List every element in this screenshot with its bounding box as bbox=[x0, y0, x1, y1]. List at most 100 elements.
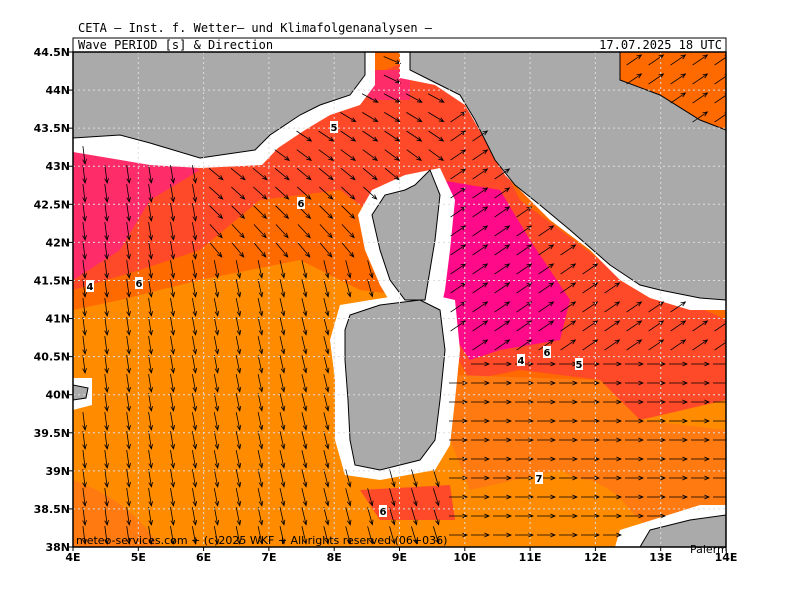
arrow bbox=[362, 130, 379, 142]
arrow bbox=[625, 456, 645, 462]
arrow bbox=[560, 339, 577, 351]
field-zone bbox=[73, 480, 160, 547]
arrow bbox=[192, 165, 198, 184]
arrow bbox=[384, 149, 401, 161]
arrow bbox=[670, 339, 687, 351]
arrow bbox=[471, 456, 491, 462]
contour-label-box bbox=[330, 121, 338, 133]
arrow bbox=[537, 437, 557, 443]
y-tick-label: 43N bbox=[45, 160, 70, 173]
contour-labels: 5 6 4 6 4 6 5 7 6 bbox=[86, 121, 583, 518]
arrow bbox=[253, 205, 268, 220]
arrow bbox=[450, 225, 467, 237]
arrow bbox=[301, 336, 308, 355]
arrow bbox=[209, 205, 224, 220]
arrow bbox=[493, 361, 513, 367]
contour-label-box bbox=[135, 277, 143, 289]
arrow bbox=[297, 186, 312, 200]
arrow bbox=[411, 507, 418, 526]
arrow bbox=[170, 450, 176, 469]
arrow bbox=[253, 186, 268, 200]
arrow bbox=[345, 469, 352, 488]
arrow bbox=[301, 355, 308, 374]
arrow bbox=[367, 488, 374, 507]
contour-label: 6 bbox=[544, 348, 551, 359]
arrow bbox=[432, 507, 440, 526]
arrow bbox=[257, 355, 264, 374]
arrow bbox=[275, 186, 290, 200]
arrow bbox=[603, 494, 623, 500]
arrow bbox=[516, 282, 533, 294]
arrow bbox=[450, 206, 467, 218]
arrow bbox=[231, 224, 245, 239]
arrow bbox=[148, 355, 153, 374]
arrow bbox=[257, 317, 264, 336]
arrow bbox=[472, 149, 489, 161]
arrow bbox=[714, 93, 726, 104]
arrow bbox=[669, 418, 689, 424]
arrow bbox=[647, 437, 667, 443]
arrow bbox=[363, 186, 378, 200]
arrow bbox=[192, 279, 198, 298]
arrow bbox=[126, 279, 131, 298]
arrow bbox=[625, 380, 645, 386]
arrow bbox=[148, 507, 153, 526]
arrow bbox=[603, 380, 623, 386]
arrow bbox=[341, 224, 355, 239]
arrow bbox=[450, 187, 467, 199]
arrow bbox=[279, 298, 286, 317]
arrow bbox=[170, 336, 176, 355]
arrow bbox=[581, 418, 601, 424]
arrow bbox=[257, 507, 264, 526]
arrow bbox=[472, 339, 489, 351]
arrow bbox=[126, 184, 131, 203]
arrow bbox=[406, 149, 423, 161]
arrow bbox=[604, 339, 621, 351]
arrow bbox=[170, 203, 176, 222]
arrow bbox=[516, 301, 533, 313]
arrow bbox=[192, 526, 198, 545]
arrow bbox=[603, 418, 623, 424]
arrow bbox=[714, 74, 726, 85]
arrow bbox=[648, 73, 665, 85]
arrow bbox=[341, 242, 355, 258]
arrow bbox=[494, 320, 511, 332]
arrow bbox=[301, 317, 308, 336]
arrow bbox=[559, 475, 579, 481]
arrow bbox=[669, 380, 689, 386]
arrow bbox=[713, 496, 726, 498]
arrow bbox=[411, 488, 418, 507]
arrow bbox=[170, 412, 176, 431]
arrow bbox=[714, 321, 726, 332]
arrow bbox=[367, 526, 374, 545]
arrow bbox=[170, 317, 176, 336]
arrow bbox=[537, 380, 557, 386]
arrow bbox=[170, 469, 176, 488]
y-tick-label: 43.5N bbox=[34, 122, 70, 135]
arrow bbox=[389, 507, 396, 526]
arrow bbox=[449, 475, 469, 481]
arrow bbox=[669, 437, 689, 443]
arrow bbox=[603, 475, 623, 481]
contour-label: 5 bbox=[576, 360, 583, 371]
arrow bbox=[192, 298, 198, 317]
contour-label-box bbox=[297, 197, 305, 209]
arrow bbox=[323, 431, 330, 450]
arrow bbox=[104, 431, 109, 450]
arrow bbox=[82, 412, 87, 431]
arrow bbox=[603, 437, 623, 443]
arrow bbox=[126, 241, 131, 260]
arrow bbox=[647, 513, 667, 519]
arrow bbox=[82, 450, 87, 469]
arrow bbox=[340, 130, 357, 142]
arrow bbox=[279, 393, 286, 412]
arrow bbox=[383, 74, 402, 84]
arrow bbox=[301, 279, 308, 298]
arrow bbox=[537, 456, 557, 462]
arrow bbox=[323, 450, 330, 469]
arrow bbox=[213, 507, 220, 526]
arrow bbox=[428, 112, 445, 123]
arrow bbox=[471, 380, 491, 386]
arrow bbox=[428, 149, 445, 161]
arrow bbox=[691, 361, 711, 367]
